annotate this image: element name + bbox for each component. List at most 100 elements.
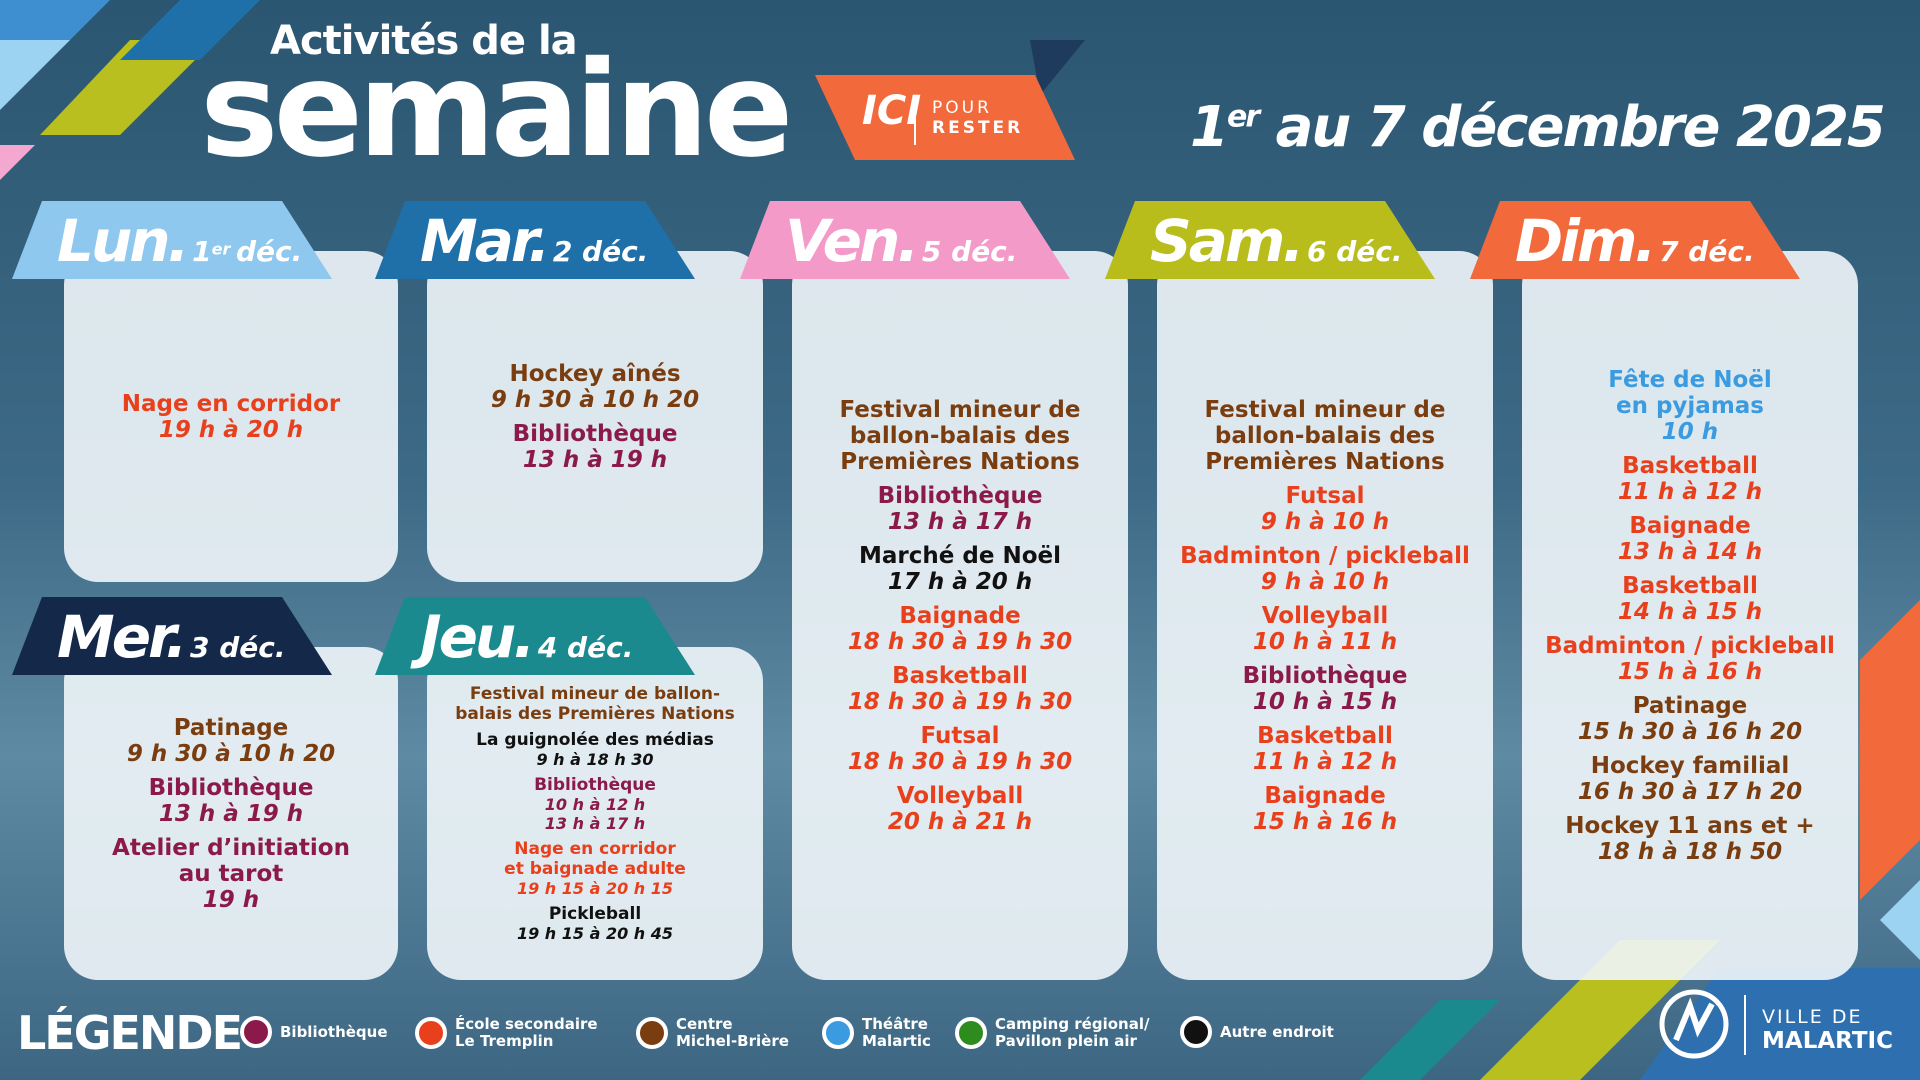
activity-name: Bibliothèque — [148, 774, 314, 801]
activity-time: 11 h à 12 h — [1617, 478, 1763, 505]
badge-rester: RESTER — [932, 118, 1024, 138]
legend-line: Le Tremplin — [455, 1032, 554, 1050]
activity: Basketball 18 h 30 à 19 h 30 — [848, 663, 1072, 715]
day-tab: Mar. 2 déc. — [375, 201, 695, 279]
stripe — [120, 0, 260, 60]
activity-name: Basketball — [892, 662, 1028, 689]
activity-time: 10 h à 11 h — [1252, 628, 1398, 655]
stripe — [40, 40, 215, 135]
activity: Atelier d’initiation au tarot 19 h — [112, 835, 350, 913]
day-tab: Jeu. 4 déc. — [375, 597, 695, 675]
day-label: Sam. 6 déc. — [1150, 207, 1402, 275]
activity-name: La guignolée des médias — [476, 730, 714, 750]
tab-shape — [12, 597, 332, 675]
stripe — [1860, 600, 1920, 900]
activity: Festival mineur de ballon-balais des Premi… — [1205, 397, 1446, 475]
activity-time: 9 h à 18 h 30 — [536, 750, 654, 769]
date-sup: er — [1226, 99, 1260, 135]
day-card: Nage en corridor 19 h à 20 h — [64, 251, 398, 582]
activity-name: balais des Premières Nations — [455, 704, 735, 724]
activity-name: Premières Nations — [840, 448, 1080, 475]
day-date: 4 déc. — [537, 631, 634, 664]
activity-time: 9 h 30 à 10 h 20 — [490, 386, 700, 413]
day-date: déc. — [235, 235, 303, 268]
activity: Hockey familial 16 h 30 à 17 h 20 — [1578, 753, 1802, 805]
activity: Futsal 9 h à 10 h — [1261, 483, 1389, 535]
day-abbr: Lun. — [57, 207, 190, 275]
activity-time: 13 h à 19 h — [158, 800, 304, 827]
activity-time: 19 h 15 à 20 h 45 — [516, 924, 674, 943]
activity-name: Futsal — [920, 722, 1000, 749]
day-card: Festival mineur de ballon-balais des Pre… — [427, 647, 763, 980]
legend-item: Théâtre Malartic — [822, 1016, 931, 1050]
day-date: 6 déc. — [1306, 235, 1403, 268]
activity-time: 18 h à 18 h 50 — [1597, 838, 1783, 865]
activity-name: Hockey familial — [1590, 752, 1790, 779]
activity: Nage en corridor et baignade adulte 19 h 1… — [504, 839, 686, 898]
activity-time: 13 h à 17 h — [544, 814, 646, 833]
activity: Bibliothèque 10 h à 12 h 13 h à 17 h — [534, 775, 656, 833]
legend-label: Camping régional/Pavillon plein air — [995, 1016, 1149, 1050]
activity: Volleyball 10 h à 11 h — [1253, 603, 1397, 655]
activity-time: 18 h 30 à 19 h 30 — [847, 748, 1073, 775]
legend-line: École secondaire — [455, 1015, 598, 1033]
stripe — [0, 145, 35, 180]
activity: Basketball 14 h à 15 h — [1618, 573, 1762, 625]
title-small: Activités de la — [270, 18, 578, 64]
activity: La guignolée des médias 9 h à 18 h 30 — [476, 730, 714, 769]
legend-line: Camping régional/ — [995, 1015, 1150, 1033]
legend-label: Centre Michel-Brière — [676, 1016, 789, 1050]
activity: Bibliothèque 13 h à 17 h — [878, 483, 1043, 535]
day-date: 3 déc. — [190, 631, 286, 664]
activity-name: Baignade — [1264, 782, 1386, 809]
activity-name: au tarot — [178, 860, 284, 887]
legend-dot — [822, 1017, 854, 1049]
activity-name: Hockey 11 ans et + — [1565, 812, 1815, 839]
day-abbr: Ven. — [785, 207, 919, 275]
activity-name: Basketball — [1622, 572, 1758, 599]
activity-name: Fête de Noël — [1608, 366, 1772, 393]
day-tab: Ven. 5 déc. — [740, 201, 1070, 279]
tab-shape — [12, 201, 332, 279]
activity-time: 13 h à 17 h — [887, 508, 1033, 535]
legend-line: Autre endroit — [1220, 1022, 1334, 1041]
activity-time: 15 h 30 à 16 h 20 — [1577, 718, 1803, 745]
badge — [815, 75, 1075, 160]
activity: Badminton / pickleball 15 h à 16 h — [1545, 633, 1835, 685]
date-range: 1er au 7 décembre 2025 — [1190, 95, 1886, 160]
day-abbr: Mar. — [420, 207, 550, 275]
activity-time: 20 h à 21 h — [887, 808, 1033, 835]
activity-name: Bibliothèque — [534, 775, 656, 795]
activity-name: Atelier d’initiation — [112, 834, 350, 861]
activity-time: 13 h à 14 h — [1617, 538, 1763, 565]
activity: Fête de Noël en pyjamas 10 h — [1608, 367, 1772, 445]
day-tab: Dim. 7 déc. — [1470, 201, 1800, 279]
activity-name: Premières Nations — [1205, 448, 1445, 475]
day-date: 2 déc. — [552, 235, 649, 268]
activity: Hockey 11 ans et +18 h à 18 h 50 — [1565, 813, 1814, 865]
day-label: Mar. 2 déc. — [420, 207, 648, 275]
activity-name: Patinage — [173, 714, 289, 741]
activity-name: Bibliothèque — [877, 482, 1043, 509]
activity: Basketball 11 h à 12 h — [1253, 723, 1397, 775]
logo-line: MALARTIC — [1762, 1028, 1893, 1054]
activity-name: Volleyball — [896, 782, 1024, 809]
activity: Festival mineur de ballon-balais des Premi… — [840, 397, 1081, 475]
activity-time: 18 h 30 à 19 h 30 — [847, 688, 1073, 715]
activity-name: Badminton / pickleball — [1545, 632, 1835, 659]
activity: Volleyball 20 h à 21 h — [888, 783, 1032, 835]
day-card: Hockey aînés 9 h 30 à 10 h 20 Bibliothèque… — [427, 251, 763, 582]
activity-time: 9 h 30 à 10 h 20 — [126, 740, 336, 767]
activity-time: 17 h à 20 h — [887, 568, 1033, 595]
legend-line: Centre — [676, 1015, 733, 1033]
badge-pour: POUR — [932, 98, 992, 118]
activity-name: Baignade — [899, 602, 1021, 629]
tab-shape — [740, 201, 1070, 279]
activity-name: Patinage — [1632, 692, 1748, 719]
activity-name: ballon-balais des — [849, 422, 1071, 449]
legend-dot — [636, 1017, 668, 1049]
activity-name: Volleyball — [1261, 602, 1389, 629]
tab-shape — [1470, 201, 1800, 279]
day-tab: Mer. 3 déc. — [12, 597, 332, 675]
